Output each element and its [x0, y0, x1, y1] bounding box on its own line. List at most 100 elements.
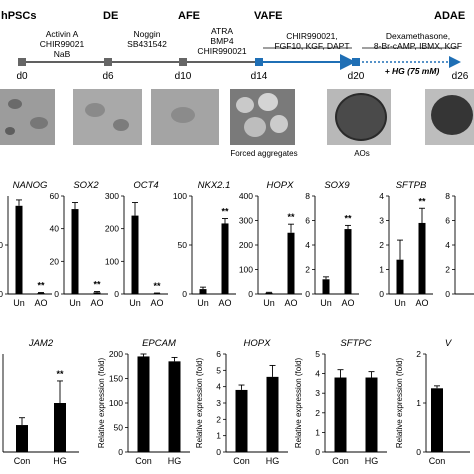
y-tick-label: 0 — [315, 447, 320, 457]
y-tick-label: 200 — [105, 224, 119, 234]
day-marker — [255, 58, 263, 66]
x-tick-label: AO — [150, 298, 163, 308]
bar — [396, 259, 404, 294]
gene-title: V — [445, 338, 453, 349]
stage-label-de: DE — [103, 10, 119, 22]
significance-marker: ** — [418, 196, 426, 206]
day-label-d14: d14 — [250, 71, 268, 82]
caption-aos: AOs — [354, 149, 370, 158]
bar — [235, 389, 248, 452]
stage-label-afe: AFE — [178, 10, 200, 22]
y-tick-label: 100 — [239, 265, 253, 275]
stage-label-hpscs: hPSCs — [1, 10, 37, 22]
treatment-afe: Noggin SB431542 — [127, 29, 167, 49]
y-tick-label: 6 — [305, 216, 310, 226]
micrograph-forced-aggregates — [230, 89, 295, 145]
x-tick-label: Un — [394, 298, 406, 308]
bar — [265, 292, 273, 294]
bar — [418, 222, 426, 294]
x-tick-label: Un — [69, 298, 81, 308]
y-tick-label: 4 — [445, 240, 450, 250]
micrograph-afe — [151, 89, 219, 145]
gene-title: SOX9 — [324, 180, 350, 191]
timeline-line — [18, 47, 461, 70]
day-label-d20: d20 — [347, 71, 365, 82]
y-tick-label: 0 — [114, 289, 119, 299]
y-tick-label: 200 — [109, 349, 123, 359]
x-tick-label: Un — [320, 298, 332, 308]
y-tick-label: 6 — [216, 349, 221, 359]
y-tick-label: 4 — [305, 240, 310, 250]
x-tick-label: AO — [90, 298, 103, 308]
x-tick-label: Un — [13, 298, 25, 308]
y-tick-label: 50 — [178, 240, 188, 250]
stage-label-adae: ADAE — [434, 10, 466, 22]
significance-marker: ** — [221, 207, 229, 217]
y-tick-label: 2 — [305, 265, 310, 275]
x-tick-label: AO — [415, 298, 428, 308]
gene-title: SFTPB — [396, 180, 427, 191]
micrograph-de — [73, 89, 142, 145]
gene-title: EPCAM — [142, 338, 176, 349]
x-tick-label: Con — [332, 456, 349, 466]
bar — [153, 293, 161, 294]
significance-marker: ** — [153, 281, 161, 291]
y-tick-label: 3 — [216, 398, 221, 408]
micrograph-hpscs — [0, 89, 55, 145]
x-tick-label: HG — [365, 456, 379, 466]
day-label-d10: d10 — [174, 71, 192, 82]
y-tick-label: 300 — [105, 191, 119, 201]
day-label-d6: d6 — [102, 71, 114, 82]
x-tick-label: AO — [341, 298, 354, 308]
significance-marker: ** — [287, 212, 295, 222]
x-tick-label: Con — [429, 456, 446, 466]
y-tick-label: 400 — [239, 191, 253, 201]
gene-title: SFTPC — [340, 338, 371, 349]
bar — [199, 289, 207, 294]
x-tick-label: AO — [218, 298, 231, 308]
y-tick-label: 1 — [315, 427, 320, 437]
treatment-ao: CHIR990021, FGF10, KGF, DAPT — [274, 31, 350, 51]
x-tick-label: Un — [129, 298, 141, 308]
y-axis-label: Relative expression (fold) — [395, 358, 404, 449]
day-label-d26: d26 — [451, 71, 469, 82]
stage-label-vafe: VAFE — [254, 10, 283, 22]
micrograph-adae — [425, 89, 474, 145]
significance-marker: ** — [93, 280, 101, 290]
y-tick-label: 0 — [248, 289, 253, 299]
bar — [365, 377, 378, 452]
bar — [137, 356, 150, 452]
day-marker — [18, 58, 26, 66]
treatment-de: Activin A CHIR99021 NaB — [39, 29, 85, 59]
y-tick-label: 4 — [379, 191, 384, 201]
y-tick-label: 4 — [216, 382, 221, 392]
gene-title: SOX2 — [73, 180, 99, 191]
bar — [266, 376, 279, 452]
bar — [54, 403, 66, 452]
bar — [93, 292, 101, 294]
y-tick-label: 20 — [50, 256, 60, 266]
bar — [131, 215, 139, 294]
y-tick-label: 50 — [0, 240, 3, 250]
significance-marker: ** — [344, 213, 352, 223]
y-tick-label: 50 — [114, 423, 124, 433]
y-tick-label: 100 — [105, 256, 119, 266]
bar — [334, 377, 347, 452]
significance-marker: ** — [56, 369, 64, 379]
x-tick-label: AO — [284, 298, 297, 308]
treatment-adae: Dexamethasone, 8-Br-cAMP, IBMX, KGF — [373, 31, 463, 51]
y-tick-label: 0 — [0, 289, 3, 299]
y-tick-label: 1 — [379, 265, 384, 275]
y-tick-label: 3 — [315, 388, 320, 398]
day-label-d0: d0 — [16, 71, 28, 82]
y-tick-label: 2 — [445, 265, 450, 275]
y-tick-label: 2 — [315, 408, 320, 418]
y-tick-label: 2 — [416, 349, 421, 359]
x-tick-label: Con — [233, 456, 250, 466]
x-tick-label: HG — [266, 456, 280, 466]
y-tick-label: 60 — [50, 191, 60, 201]
y-tick-label: 1 — [416, 398, 421, 408]
y-axis-label: Relative expression (fold) — [97, 358, 106, 449]
